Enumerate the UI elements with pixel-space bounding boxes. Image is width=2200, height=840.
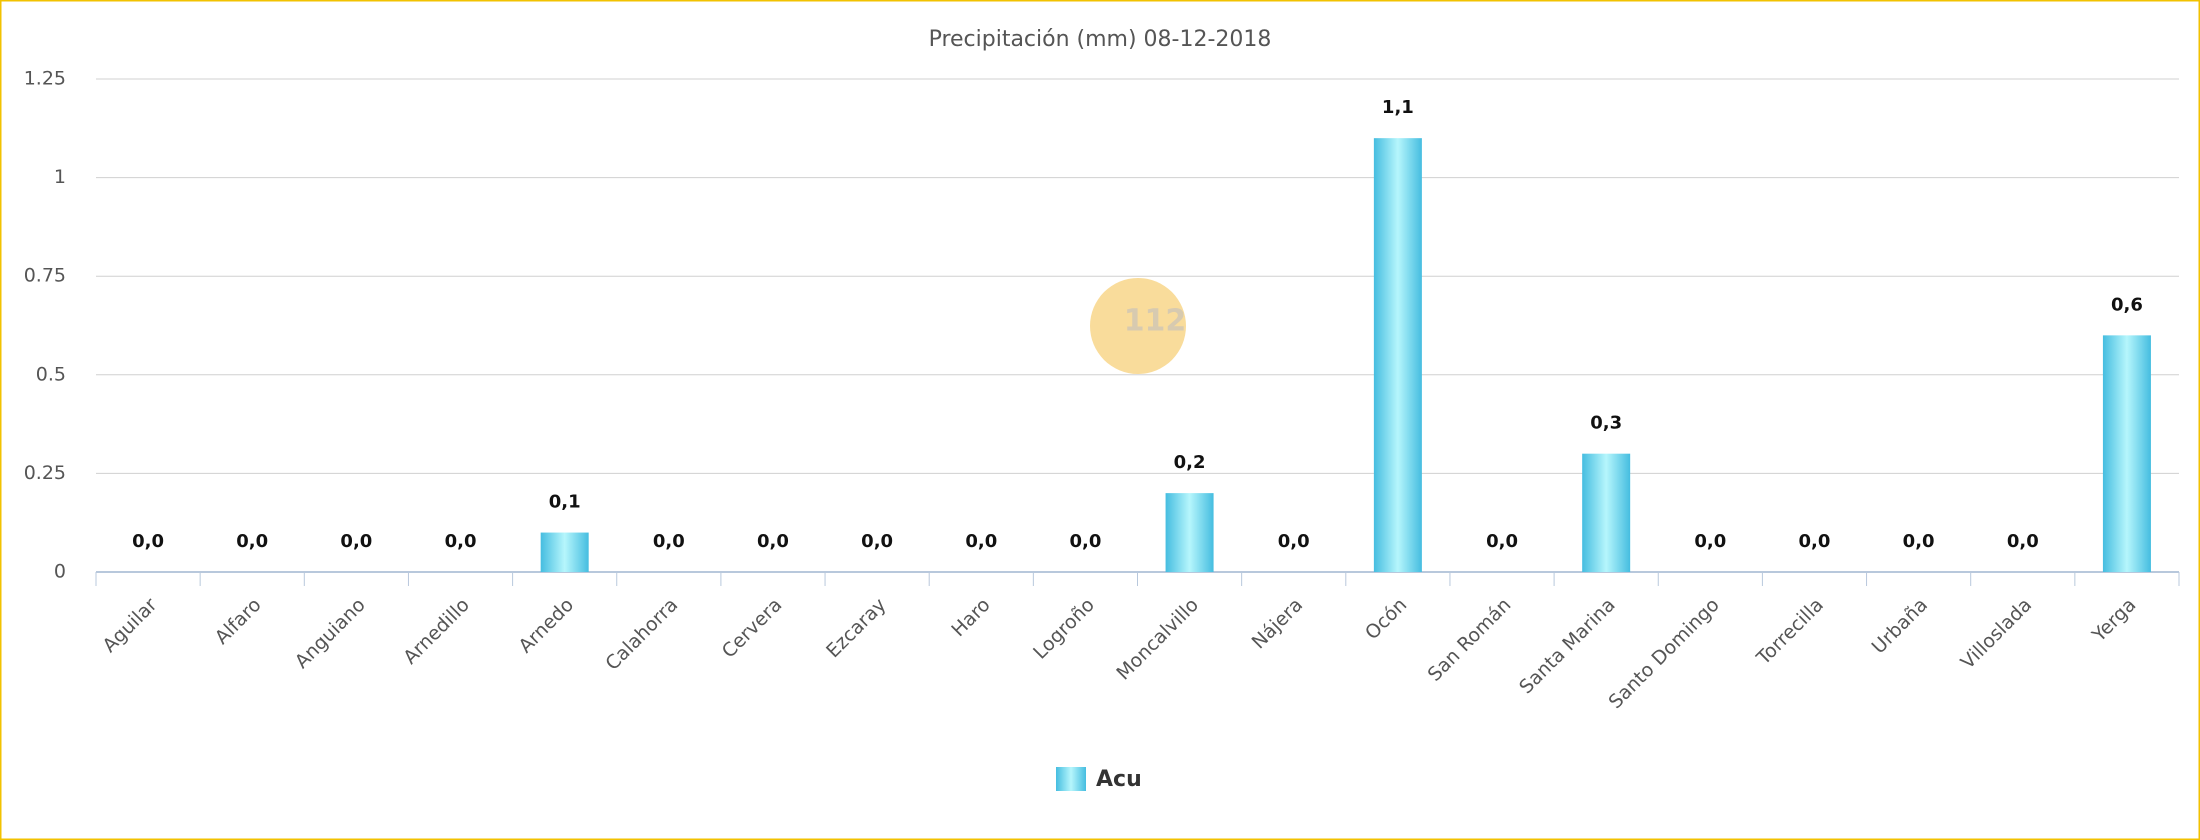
x-tick-label: Moncalvillo [1112, 594, 1203, 685]
x-tick-label: Urbaña [1868, 594, 1932, 658]
value-label: 0,1 [549, 492, 581, 513]
x-tick-label: Santo Domingo [1605, 594, 1724, 713]
x-tick-label: San Román [1424, 594, 1516, 686]
value-label: 0,0 [340, 531, 372, 552]
value-label: 0,0 [1278, 531, 1310, 552]
y-tick-label: 1.25 [24, 68, 66, 90]
value-label: 0,6 [2111, 294, 2143, 315]
x-tick-label: Alfaro [211, 594, 266, 649]
x-tick-label: Nájera [1248, 594, 1308, 654]
value-label: 0,0 [2007, 531, 2039, 552]
x-tick-label: Villoslada [1957, 594, 2037, 674]
x-tick-label: Ezcaray [822, 594, 890, 662]
value-label: 0,0 [653, 531, 685, 552]
x-tick-label: Santa Marina [1515, 594, 1619, 698]
value-label: 0,2 [1174, 452, 1206, 473]
value-label: 0,0 [132, 531, 164, 552]
value-label: 0,0 [965, 531, 997, 552]
x-tick-label: Ocón [1361, 594, 1411, 644]
y-tick-label: 0 [54, 561, 66, 583]
x-tick-label: Torrecilla [1752, 594, 1828, 670]
value-label: 0,0 [1694, 531, 1726, 552]
value-label: 0,0 [1799, 531, 1831, 552]
chart-title: Precipitación (mm) 08-12-2018 [929, 27, 1272, 52]
value-label: 0,0 [1903, 531, 1935, 552]
bar [1165, 493, 1214, 572]
x-tick-label: Cervera [718, 594, 787, 663]
bar [1373, 138, 1422, 572]
x-tick-label: Calahorra [601, 594, 682, 675]
x-tick-label: Arnedo [515, 594, 579, 658]
x-tick-label: Haro [947, 594, 994, 641]
x-tick-label: Arnedillo [399, 594, 474, 669]
value-label: 0,3 [1590, 413, 1622, 434]
y-tick-label: 0.5 [36, 363, 66, 385]
value-label: 0,0 [861, 531, 893, 552]
watermark: 112 [1090, 278, 1186, 374]
x-tick-label: Anguiano [291, 594, 370, 673]
value-label: 0,0 [445, 531, 477, 552]
watermark-text: 112 [1124, 304, 1187, 339]
legend-label: Acu [1096, 767, 1142, 792]
value-label: 0,0 [1069, 531, 1101, 552]
x-tick-label: Aguilar [98, 594, 161, 657]
y-tick-label: 0.75 [24, 265, 66, 287]
bar [1582, 453, 1631, 572]
bar [540, 532, 589, 572]
value-label: 0,0 [757, 531, 789, 552]
x-tick-label: Logroño [1029, 594, 1099, 664]
bar [2102, 335, 2151, 572]
x-tick-label: Yerga [2087, 594, 2140, 647]
value-label: 0,0 [1486, 531, 1518, 552]
value-label: 1,1 [1382, 97, 1414, 118]
legend-swatch [1056, 767, 1086, 791]
y-tick-label: 0.25 [24, 462, 66, 484]
value-label: 0,0 [236, 531, 268, 552]
y-tick-label: 1 [54, 166, 66, 188]
